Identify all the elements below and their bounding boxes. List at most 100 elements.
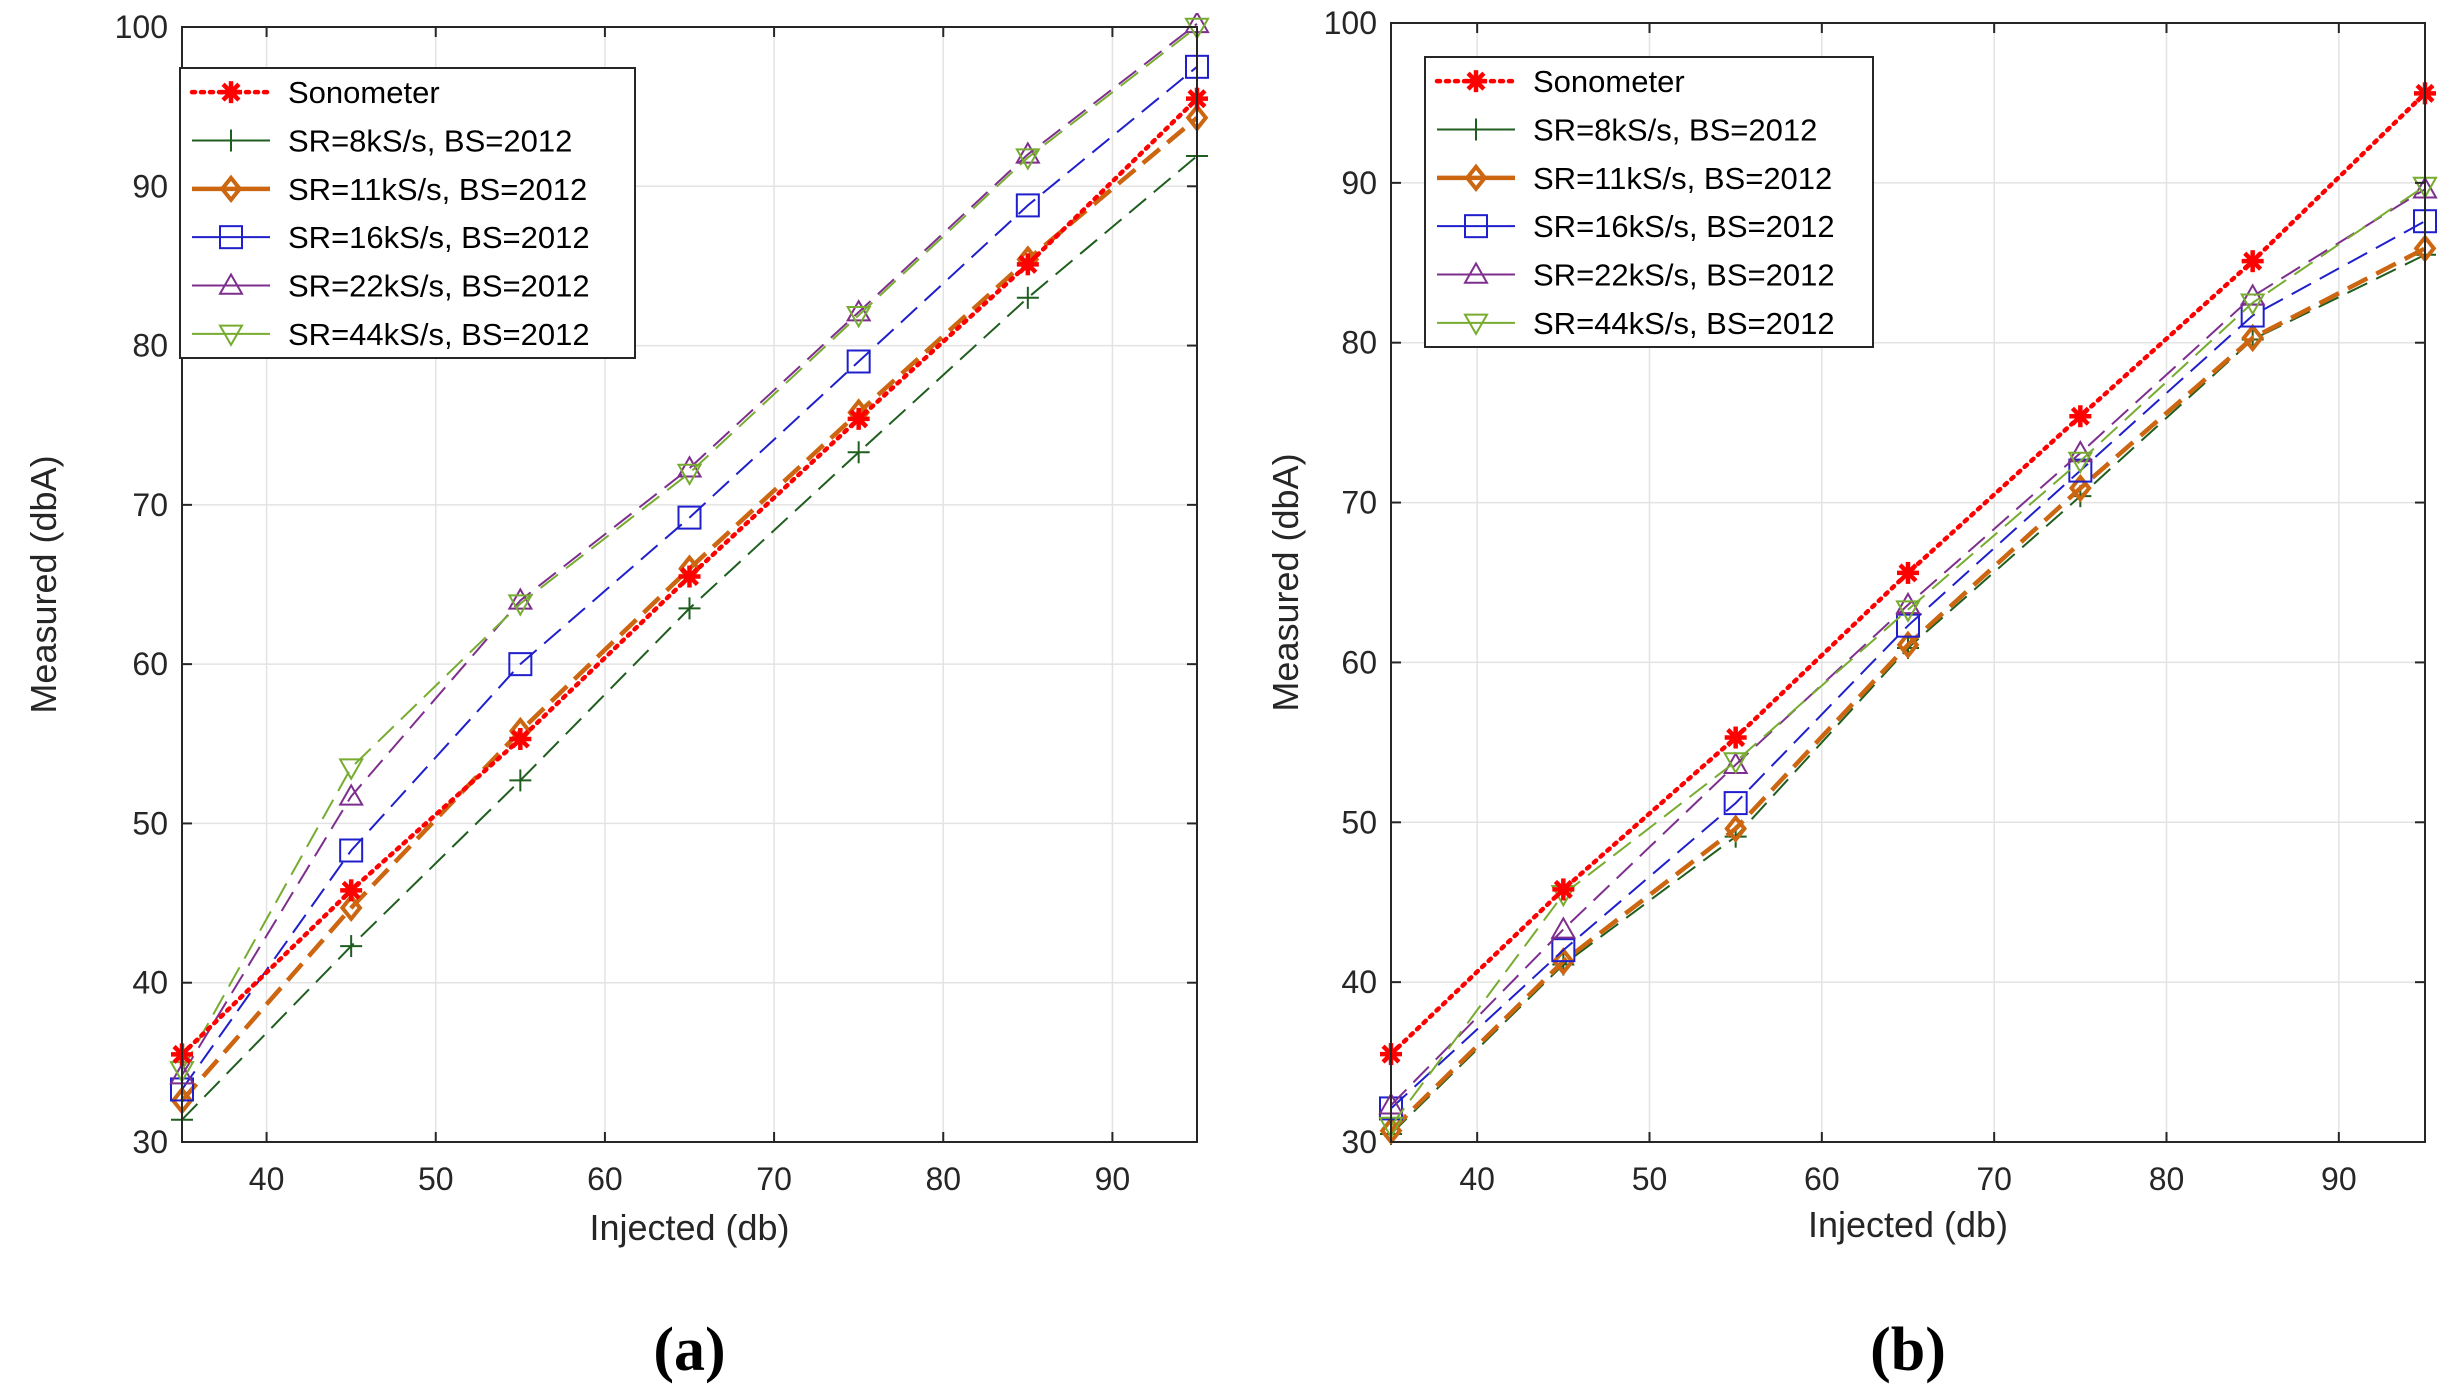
data-point-sr16 — [1015, 193, 1040, 218]
y-tick-label: 40 — [1341, 964, 1377, 1000]
panel-label: (a) — [653, 1316, 725, 1384]
data-point-sr16 — [1896, 613, 1920, 638]
legend-item-sr16: SR=16kS/s, BS=2012 — [192, 220, 590, 255]
data-point-sr11 — [1896, 630, 1920, 660]
legend-marker-sr16 — [219, 225, 243, 250]
legend-label-sonometer: Sonometer — [288, 75, 440, 110]
y-tick-label: 80 — [132, 328, 168, 364]
data-point-sr44 — [1722, 752, 1749, 775]
data-point-sr44 — [1895, 600, 1921, 623]
y-tick-label: 40 — [132, 965, 168, 1001]
legend-marker-sr22 — [218, 272, 244, 295]
legend-item-sr44: SR=44kS/s, BS=2012 — [192, 317, 590, 352]
x-tick-label: 40 — [1459, 1161, 1495, 1197]
legend-box — [1424, 56, 1874, 348]
data-point-sr16 — [846, 349, 871, 374]
legend-marker-sr8 — [220, 129, 242, 152]
legend-marker-sonometer — [1465, 70, 1487, 93]
legend-item-sr44: SR=44kS/s, BS=2012 — [1437, 306, 1835, 341]
data-point-sr8 — [340, 935, 363, 958]
data-point-sonometer — [1724, 726, 1747, 749]
legend-label-sr8: SR=8kS/s, BS=2012 — [288, 124, 572, 159]
legend-label-sr44: SR=44kS/s, BS=2012 — [1533, 306, 1835, 341]
series-line-sr44 — [181, 26, 1198, 1071]
data-point-sr22 — [1550, 916, 1577, 939]
data-point-sr11 — [2241, 323, 2265, 353]
axes-box — [181, 26, 1198, 1143]
data-point-sr16 — [1723, 791, 1748, 816]
legend-item-sr8: SR=8kS/s, BS=2012 — [192, 124, 572, 159]
x-tick-label: 60 — [587, 1161, 623, 1197]
data-point-sr11 — [339, 893, 363, 923]
legend-label-sr16: SR=16kS/s, BS=2012 — [1533, 209, 1835, 244]
x-tick-label: 90 — [1095, 1161, 1131, 1197]
legend-marker-sr8 — [1465, 118, 1487, 141]
y-tick-label: 60 — [132, 646, 168, 682]
panel-label: (b) — [1870, 1316, 1946, 1384]
y-tick-label: 50 — [1341, 804, 1377, 840]
y-tick-label: 90 — [1341, 165, 1377, 201]
legend-label-sr11: SR=11kS/s, BS=2012 — [288, 172, 587, 207]
data-point-sr22 — [1895, 591, 1921, 615]
x-tick-label: 90 — [2321, 1161, 2357, 1197]
y-tick-label: 30 — [132, 1124, 168, 1160]
y-tick-label: 70 — [1341, 485, 1377, 521]
legend-marker-sr11 — [219, 174, 243, 204]
data-point-sonometer — [1897, 561, 1919, 584]
data-point-sr16 — [1551, 938, 1576, 963]
legend-item-sr8: SR=8kS/s, BS=2012 — [1437, 113, 1817, 148]
chart-panel-b: 40 50 60 70 80 90 30 40 50 60 70 80 90 100 Injected (d… — [1265, 5, 2438, 1384]
data-point-sr44 — [2067, 451, 2094, 475]
legend-label-sr22: SR=22kS/s, BS=2012 — [1533, 258, 1835, 293]
legend-label-sonometer: Sonometer — [1533, 64, 1685, 99]
grid — [1391, 22, 2425, 1143]
legend-item-sonometer: Sonometer — [1434, 64, 1685, 99]
data-point-sonometer — [847, 407, 870, 430]
data-point-sr11 — [2068, 473, 2092, 503]
x-tick-label: 70 — [1976, 1161, 2012, 1197]
series-line-sr22 — [181, 23, 1198, 1076]
data-point-sr8 — [509, 769, 532, 792]
data-point-sr8 — [678, 597, 701, 620]
legend-marker-sr22 — [1463, 261, 1489, 284]
y-tick-label: 80 — [1341, 325, 1377, 361]
data-point-sonometer — [340, 879, 363, 902]
legend-label-sr16: SR=16kS/s, BS=2012 — [288, 220, 590, 255]
legend-box — [179, 67, 636, 359]
x-tick-label: 40 — [249, 1161, 285, 1197]
series-line-sr22 — [1390, 188, 2426, 1106]
x-tick-label: 80 — [2149, 1161, 2185, 1197]
y-axis-label: Measured (dbA) — [1265, 453, 1306, 711]
legend-label-sr11: SR=11kS/s, BS=2012 — [1533, 161, 1832, 196]
legend-marker-sr44 — [218, 324, 244, 347]
data-point-sr44 — [1184, 17, 1210, 41]
y-tick-label: 70 — [132, 487, 168, 523]
data-point-sr44 — [2239, 293, 2266, 316]
series-line-sr16 — [181, 66, 1198, 1091]
axes-box — [1390, 22, 2426, 1143]
legend-item-sr22: SR=22kS/s, BS=2012 — [1437, 258, 1835, 293]
y-tick-label: 100 — [1324, 5, 1377, 41]
x-tick-label: 80 — [925, 1161, 961, 1197]
y-tick-label: 90 — [132, 168, 168, 204]
data-point-sonometer — [1016, 253, 1039, 276]
x-axis-label: Injected (db) — [1808, 1204, 2008, 1245]
data-point-sr44 — [845, 306, 872, 329]
data-point-sonometer — [2069, 405, 2092, 428]
series-group — [1378, 82, 2438, 1146]
legend-item-sr22: SR=22kS/s, BS=2012 — [192, 269, 590, 304]
data-point-sr44 — [676, 463, 703, 487]
data-point-sr22 — [338, 783, 364, 806]
legend-item-sr11: SR=11kS/s, BS=2012 — [192, 172, 587, 207]
legend-label-sr8: SR=8kS/s, BS=2012 — [1533, 113, 1817, 148]
x-axis-label: Injected (db) — [589, 1207, 789, 1248]
chart-panel-a: 40 50 60 70 80 90 30 40 50 60 70 80 90 100 Injected (d… — [23, 9, 1210, 1384]
data-point-sr44 — [338, 758, 364, 781]
legend-label-sr44: SR=44kS/s, BS=2012 — [288, 317, 590, 352]
data-point-sr16 — [339, 838, 364, 863]
data-point-sonometer — [678, 565, 701, 588]
legend-item-sr11: SR=11kS/s, BS=2012 — [1437, 161, 1832, 196]
legend: Sonometer SR=8kS/s, BS=2012 SR=11kS/s, BS=… — [1424, 56, 1874, 348]
data-point-sr8 — [847, 441, 870, 464]
